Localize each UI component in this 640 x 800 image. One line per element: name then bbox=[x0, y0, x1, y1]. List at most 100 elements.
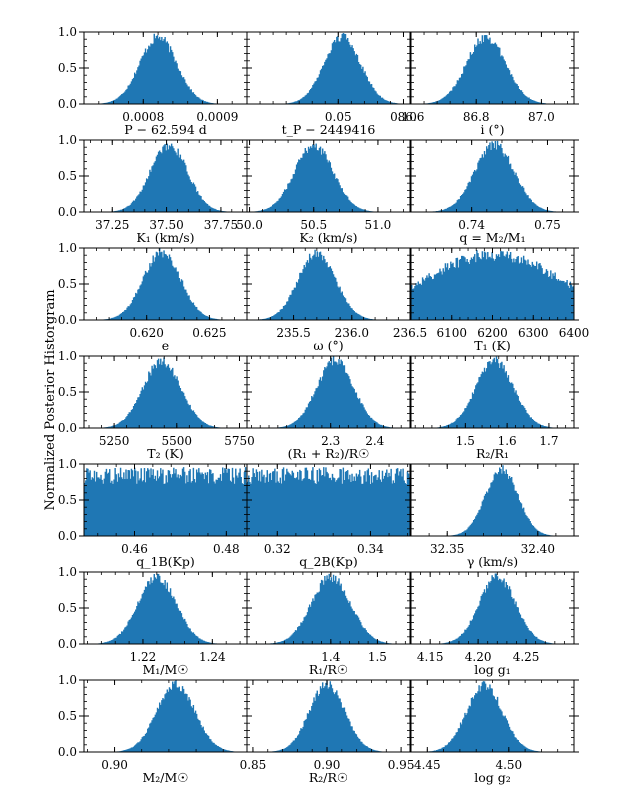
x-tick-label: 6100 bbox=[436, 326, 467, 340]
x-axis-label: R₂/R₁ bbox=[476, 446, 509, 461]
histogram-bars bbox=[250, 143, 378, 212]
x-tick-label: 0.625 bbox=[192, 326, 226, 340]
x-tick-label: 50.5 bbox=[300, 218, 327, 232]
x-tick-label: 0.48 bbox=[213, 542, 240, 556]
y-tick-label: 0.0 bbox=[58, 529, 77, 543]
x-tick-label: 0.90 bbox=[314, 758, 341, 772]
x-tick-label: 4.20 bbox=[465, 650, 492, 664]
x-tick-label: 4.25 bbox=[513, 650, 540, 664]
histogram-panel-3: 86.6 86.8 87.0 i (°) bbox=[398, 31, 579, 137]
histogram-bars bbox=[268, 680, 387, 752]
x-tick-label: 37.50 bbox=[149, 218, 183, 232]
x-tick-label: 32.35 bbox=[430, 542, 464, 556]
y-tick-label: 1.0 bbox=[58, 565, 77, 579]
histogram-bars bbox=[437, 573, 559, 644]
x-tick-label: 0.74 bbox=[458, 218, 485, 232]
y-tick-label: 0.5 bbox=[58, 277, 77, 291]
y-tick-label: 0.5 bbox=[58, 493, 77, 507]
x-axis-label: R₁/R☉ bbox=[309, 662, 348, 677]
y-tick-label: 0.5 bbox=[58, 61, 77, 75]
x-tick-label: 5250 bbox=[99, 434, 130, 448]
y-tick-label: 0.5 bbox=[58, 385, 77, 399]
x-tick-label: 5750 bbox=[224, 434, 255, 448]
y-tick-label: 1.0 bbox=[58, 349, 77, 363]
x-tick-label: 235.5 bbox=[276, 326, 310, 340]
x-axis-label: ω (°) bbox=[313, 338, 343, 353]
histogram-bars bbox=[247, 467, 411, 536]
histogram-panel-13: 0.0 0.5 1.0 0.46 0.48 q_1B(Kp) bbox=[58, 457, 252, 569]
histogram-bars bbox=[113, 680, 239, 752]
x-axis-label: q = M₂/M₁ bbox=[459, 230, 525, 245]
histogram-panel-10: 0.0 0.5 1.0 5250 5500 5750 T₂ (K) bbox=[58, 349, 255, 461]
histogram-bars bbox=[274, 356, 397, 428]
y-tick-label: 0.5 bbox=[58, 169, 77, 183]
x-tick-label: 0.95 bbox=[388, 758, 415, 772]
y-tick-label: 0.0 bbox=[58, 637, 77, 651]
x-tick-label: 1.7 bbox=[539, 434, 558, 448]
x-tick-label: 1.6 bbox=[498, 434, 517, 448]
histogram-panel-11: 2.3 2.4(R₁ + R₂)/R☉ bbox=[242, 355, 415, 461]
histogram-bars bbox=[99, 357, 224, 428]
x-tick-label: 6300 bbox=[518, 326, 549, 340]
histogram-panel-7: 0.0 0.5 1.0 0.620 0.625 e bbox=[58, 241, 252, 353]
histogram-panel-19: 0.0 0.5 1.0 0.90 M₂/M☉ bbox=[58, 673, 252, 785]
x-tick-label: 1.22 bbox=[130, 650, 157, 664]
x-tick-label: 0.0009 bbox=[196, 110, 238, 124]
x-axis-label: log g₁ bbox=[474, 662, 511, 677]
x-tick-label: 37.25 bbox=[95, 218, 129, 232]
histogram-panel-8: 235.5 236.0 236.5 ω (°) bbox=[242, 247, 427, 353]
histogram-bars bbox=[421, 35, 552, 104]
histogram-panel-9: 6100 6200 6300 6400 T₁ (K) bbox=[406, 247, 589, 353]
histogram-panel-15: 32.35 32.40γ (km/s) bbox=[406, 463, 579, 569]
y-tick-label: 0.0 bbox=[58, 313, 77, 327]
x-tick-label: 2.3 bbox=[321, 434, 340, 448]
y-tick-label: 0.5 bbox=[58, 709, 77, 723]
x-tick-label: 4.15 bbox=[417, 650, 444, 664]
histogram-bars bbox=[266, 573, 397, 644]
x-tick-label: 236.5 bbox=[393, 326, 427, 340]
x-tick-label: 0.46 bbox=[121, 542, 148, 556]
x-tick-label: 0.32 bbox=[264, 542, 291, 556]
histogram-bars bbox=[446, 465, 556, 536]
y-tick-label: 0.0 bbox=[58, 97, 77, 111]
x-axis-label: log g₂ bbox=[474, 770, 511, 785]
x-axis-label: t_P − 2449416 bbox=[282, 122, 376, 137]
histogram-panel-20: 0.85 0.90 0.95 R₂/R☉ bbox=[240, 679, 415, 785]
y-tick-label: 1.0 bbox=[58, 25, 77, 39]
histogram-bars bbox=[84, 467, 248, 536]
x-axis-label: K₂ (km/s) bbox=[299, 230, 357, 245]
histogram-panel-5: 50.0 50.5 51.0 K₂ (km/s) bbox=[236, 139, 415, 245]
x-tick-label: 87.0 bbox=[528, 110, 555, 124]
x-axis-label: R₂/R☉ bbox=[309, 770, 348, 785]
x-axis-label: q_1B(Kp) bbox=[136, 554, 194, 569]
x-tick-label: 1.24 bbox=[199, 650, 226, 664]
histogram-bars bbox=[255, 249, 379, 320]
x-tick-label: 6200 bbox=[477, 326, 508, 340]
x-axis-label: (R₁ + R₂)/R☉ bbox=[288, 446, 370, 461]
y-tick-label: 0.0 bbox=[58, 421, 77, 435]
x-tick-label: 86.6 bbox=[398, 110, 425, 124]
histogram-panel-12: 1.5 1.6 1.7 R₂/R₁ bbox=[406, 355, 579, 461]
histogram-panel-2: 0.05 0.10 t_P − 2449416 bbox=[242, 31, 417, 137]
histogram-panel-6: 0.74 0.75 q = M₂/M₁ bbox=[406, 139, 579, 245]
x-tick-label: 236.0 bbox=[335, 326, 369, 340]
x-tick-label: 5500 bbox=[162, 434, 193, 448]
histogram-panel-17: 1.4 1.5 R₁/R☉ bbox=[242, 571, 415, 677]
x-tick-label: 1.4 bbox=[321, 650, 340, 664]
x-tick-label: 2.4 bbox=[365, 434, 384, 448]
y-tick-label: 1.0 bbox=[58, 457, 77, 471]
x-tick-label: 0.34 bbox=[357, 542, 384, 556]
histogram-panel-16: 0.0 0.5 1.0 1.22 1.24 M₁/M☉ bbox=[58, 565, 252, 677]
histogram-bars bbox=[97, 33, 220, 104]
x-tick-label: 0.85 bbox=[240, 758, 267, 772]
x-tick-label: 37.75 bbox=[204, 218, 238, 232]
x-tick-label: 50.0 bbox=[236, 218, 263, 232]
histogram-bars bbox=[93, 573, 221, 644]
histogram-bars bbox=[432, 356, 557, 428]
histogram-panel-14: 0.32 0.34q_2B(Kp) bbox=[242, 463, 415, 569]
y-tick-label: 1.0 bbox=[58, 673, 77, 687]
x-axis-label: q_2B(Kp) bbox=[299, 554, 357, 569]
